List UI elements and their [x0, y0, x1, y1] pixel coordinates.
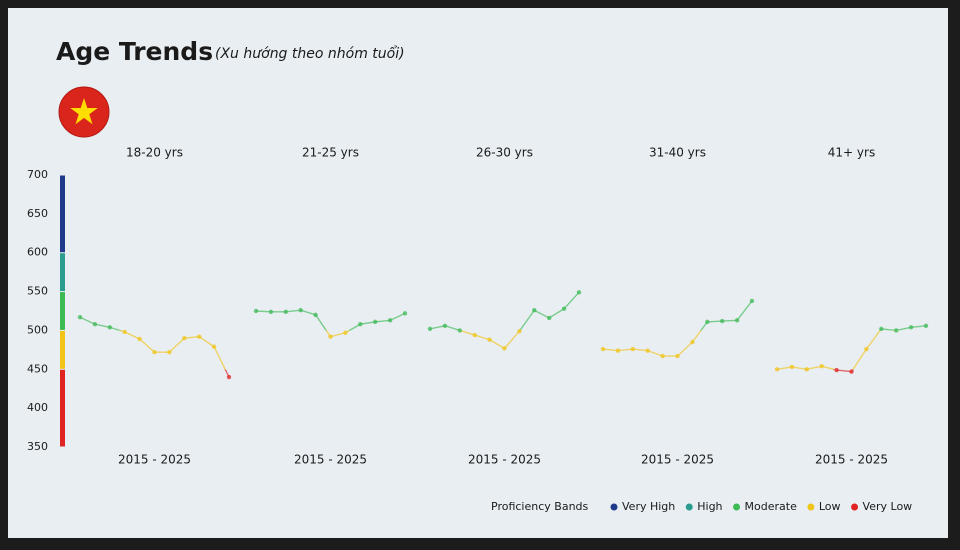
data-point — [313, 312, 318, 318]
data-point — [152, 349, 157, 355]
data-point — [77, 315, 83, 320]
data-point — [442, 323, 448, 328]
y-tick-label: 450 — [27, 362, 48, 375]
data-point — [92, 322, 98, 327]
legend-label: Low — [819, 500, 841, 513]
data-point — [774, 367, 780, 372]
data-point — [211, 344, 217, 349]
y-tick-label: 400 — [27, 401, 48, 414]
data-point — [576, 290, 582, 295]
y-tick-label: 350 — [27, 440, 48, 453]
legend-label: High — [697, 500, 722, 513]
data-point — [675, 353, 680, 359]
legend-swatch — [807, 503, 815, 511]
data-point — [705, 319, 710, 325]
data-point — [343, 330, 348, 335]
band-segment — [60, 292, 65, 330]
y-tick-label: 700 — [27, 168, 48, 181]
data-point — [457, 328, 462, 333]
data-point — [834, 367, 839, 373]
legend-label: Very High — [622, 500, 675, 513]
legend-label: Very Low — [863, 500, 913, 513]
data-point — [547, 315, 552, 321]
data-point — [358, 322, 363, 327]
data-point — [894, 328, 899, 333]
panel-title: 21-25 yrs — [302, 146, 359, 160]
data-point — [749, 298, 755, 304]
data-point — [660, 353, 665, 359]
data-point — [487, 337, 492, 342]
data-point — [253, 308, 259, 314]
panel-title: 26-30 yrs — [476, 146, 533, 160]
data-point — [268, 309, 274, 314]
data-point — [517, 329, 522, 334]
data-point — [502, 346, 507, 351]
y-tick-label: 550 — [27, 285, 48, 298]
y-tick-label: 500 — [27, 323, 48, 336]
data-point — [923, 323, 929, 328]
data-point — [789, 364, 795, 370]
data-point — [373, 319, 378, 325]
legend-title: Proficiency Bands — [491, 500, 589, 513]
data-point — [864, 346, 869, 352]
data-point — [328, 334, 333, 339]
y-tick-label: 600 — [27, 246, 48, 259]
panel-title: 31-40 yrs — [649, 146, 706, 160]
panel-range-label: 2015 - 2025 — [118, 453, 191, 467]
data-point — [197, 334, 202, 339]
chart-title: Age Trends — [56, 37, 213, 66]
data-point — [600, 346, 606, 352]
y-tick-label: 650 — [27, 207, 48, 220]
panel-range-label: 2015 - 2025 — [815, 453, 888, 467]
data-point — [283, 309, 288, 314]
band-segment — [60, 175, 65, 253]
data-point — [879, 326, 884, 332]
data-point — [427, 326, 433, 332]
data-point — [298, 308, 303, 313]
band-segment — [60, 330, 65, 369]
data-point — [690, 339, 695, 345]
band-segment — [60, 253, 65, 292]
data-point — [182, 336, 187, 341]
data-point — [137, 336, 142, 342]
data-point — [908, 325, 914, 330]
screen-background — [8, 8, 948, 538]
panel-range-label: 2015 - 2025 — [641, 453, 714, 467]
data-point — [819, 363, 824, 369]
data-point — [630, 346, 635, 352]
panel-title: 18-20 yrs — [126, 146, 183, 160]
data-point — [734, 318, 740, 323]
data-point — [532, 308, 537, 313]
data-point — [804, 367, 809, 372]
data-point — [615, 348, 621, 353]
panel-range-label: 2015 - 2025 — [294, 453, 367, 467]
data-point — [122, 329, 127, 335]
data-point — [402, 311, 408, 316]
data-point — [167, 349, 172, 355]
data-point — [472, 332, 477, 338]
data-point — [107, 325, 113, 330]
flag — [58, 86, 110, 138]
data-point — [561, 306, 567, 311]
legend-label: Moderate — [745, 500, 798, 513]
data-point — [849, 369, 854, 374]
legend-swatch — [685, 503, 693, 511]
data-point — [645, 348, 650, 353]
panel-range-label: 2015 - 2025 — [468, 453, 541, 467]
panel-title: 41+ yrs — [828, 146, 875, 160]
legend-swatch — [610, 503, 618, 511]
band-segment — [60, 369, 65, 447]
chart-subtitle: (Xu hướng theo nhóm tuổi) — [215, 45, 405, 62]
legend-swatch — [733, 503, 741, 511]
data-point — [387, 318, 393, 323]
data-point — [720, 318, 725, 324]
data-point — [226, 374, 232, 380]
legend-swatch — [851, 503, 859, 511]
